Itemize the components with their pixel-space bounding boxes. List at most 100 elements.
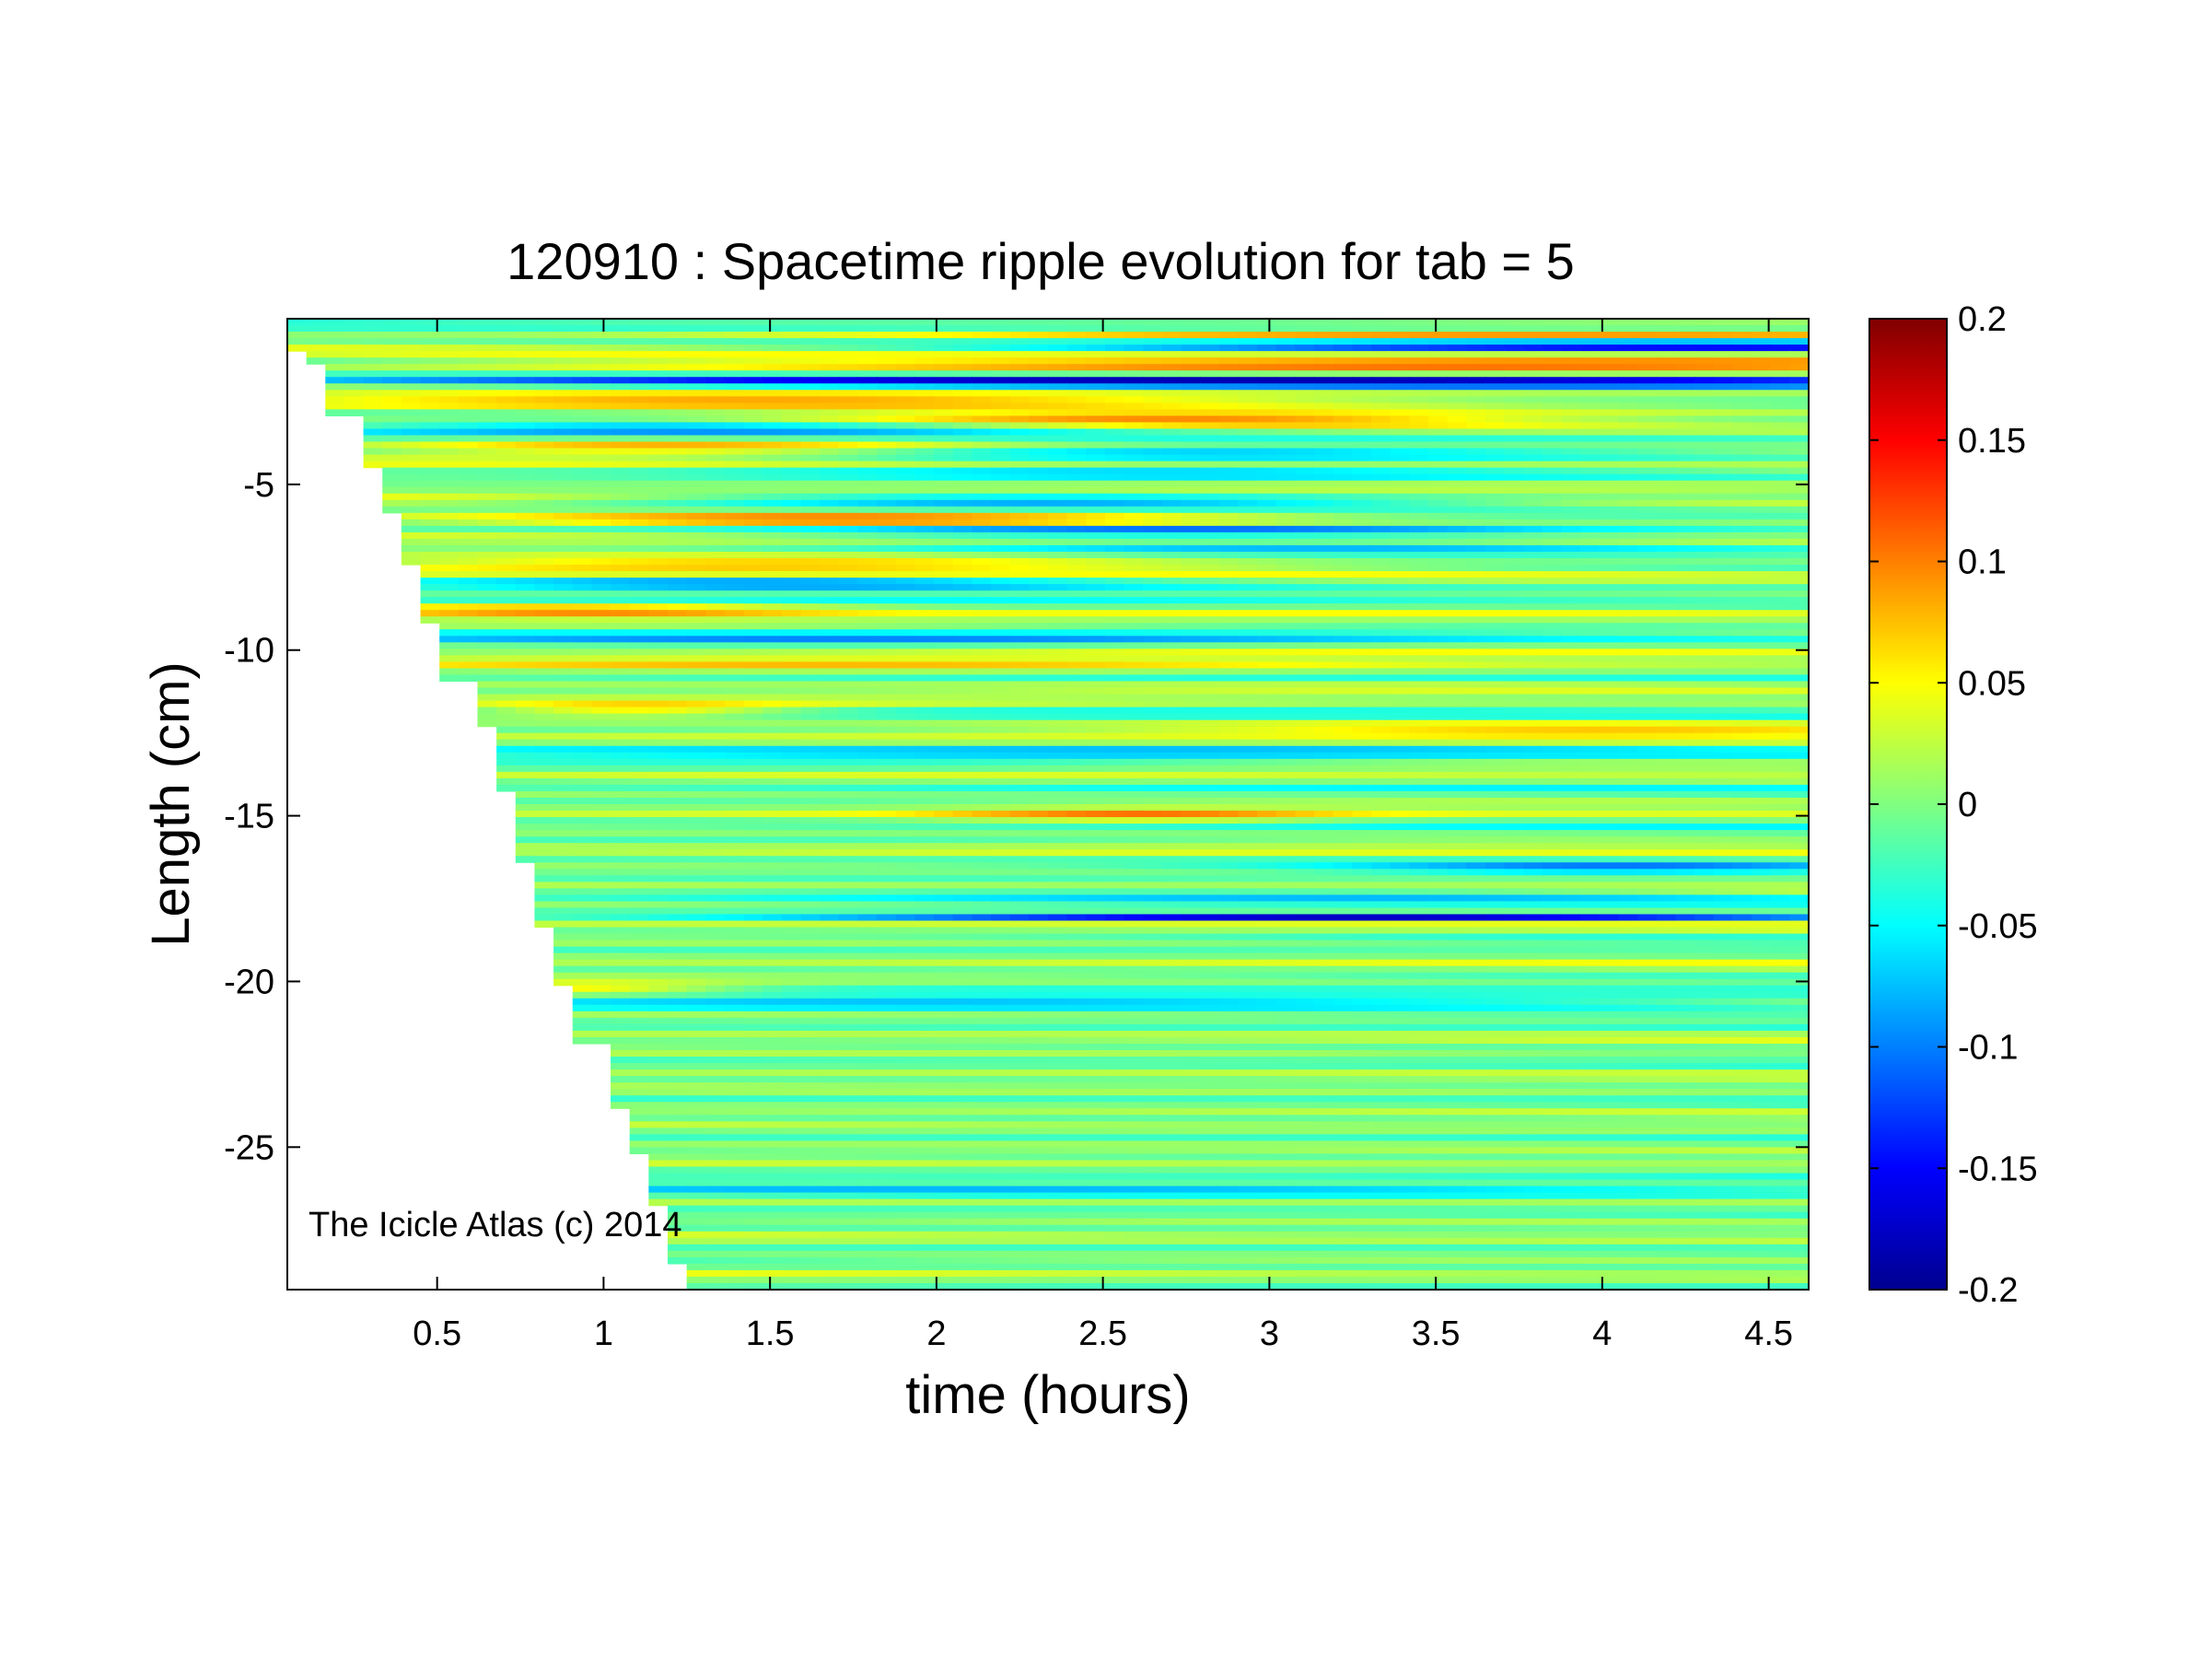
heatmap-cell bbox=[477, 403, 497, 410]
heatmap-cell bbox=[1409, 538, 1429, 546]
heatmap-cell bbox=[629, 726, 649, 734]
heatmap-cell bbox=[1048, 364, 1068, 371]
heatmap-cell bbox=[1352, 486, 1372, 495]
heatmap-cell bbox=[1409, 648, 1429, 656]
heatmap-cell bbox=[972, 551, 992, 559]
heatmap-cell bbox=[1561, 364, 1581, 371]
heatmap-cell bbox=[1275, 377, 1297, 384]
heatmap-cell bbox=[1599, 565, 1620, 572]
heatmap-cell bbox=[534, 364, 554, 371]
heatmap-cell bbox=[363, 383, 383, 391]
heatmap-cell bbox=[572, 325, 592, 333]
heatmap-cell bbox=[1314, 506, 1334, 514]
heatmap-cell bbox=[1086, 486, 1106, 495]
heatmap-cell bbox=[1371, 681, 1391, 689]
heatmap-cell bbox=[1181, 325, 1201, 333]
heatmap-cell bbox=[1009, 551, 1030, 559]
heatmap-cell bbox=[1238, 351, 1258, 358]
heatmap-cell bbox=[1161, 661, 1182, 670]
heatmap-cell bbox=[877, 623, 897, 630]
heatmap-cell bbox=[611, 732, 631, 741]
heatmap-cell bbox=[611, 390, 631, 397]
heatmap-cell bbox=[1542, 364, 1563, 371]
heatmap-cell bbox=[972, 338, 992, 345]
heatmap-cell bbox=[1371, 713, 1391, 721]
heatmap-cell bbox=[1599, 590, 1620, 598]
heatmap-cell bbox=[343, 403, 365, 410]
heatmap-cell bbox=[743, 409, 763, 416]
heatmap-cell bbox=[1561, 745, 1581, 754]
heatmap-cell bbox=[914, 597, 935, 604]
heatmap-cell bbox=[1561, 383, 1581, 391]
heatmap-cell bbox=[629, 707, 649, 715]
heatmap-cell bbox=[1161, 506, 1182, 514]
heatmap-cell bbox=[1143, 532, 1163, 540]
heatmap-cell bbox=[952, 454, 972, 462]
heatmap-cell bbox=[838, 636, 859, 643]
heatmap-cell bbox=[420, 441, 440, 450]
heatmap-cell bbox=[800, 719, 821, 728]
heatmap-cell bbox=[1371, 603, 1391, 611]
heatmap-cell bbox=[1371, 661, 1391, 670]
heatmap-cell bbox=[534, 745, 554, 754]
heatmap-cell bbox=[515, 377, 536, 384]
heatmap-cell bbox=[1713, 525, 1733, 533]
heatmap-cell bbox=[1143, 726, 1163, 734]
heatmap-cell bbox=[1675, 565, 1695, 572]
heatmap-cell bbox=[591, 332, 611, 339]
heatmap-cell bbox=[534, 668, 554, 676]
heatmap-cell bbox=[1161, 383, 1182, 391]
heatmap-cell bbox=[1029, 377, 1049, 384]
heatmap-cell bbox=[1086, 319, 1106, 326]
heatmap-cell bbox=[1789, 461, 1809, 469]
heatmap-cell bbox=[686, 616, 706, 624]
heatmap-cell bbox=[553, 636, 574, 643]
heatmap-cell bbox=[648, 661, 669, 670]
heatmap-cell bbox=[629, 584, 649, 591]
heatmap-cell bbox=[1066, 732, 1087, 741]
heatmap-cell bbox=[515, 584, 536, 591]
heatmap-cell bbox=[1181, 707, 1201, 715]
heatmap-cell bbox=[914, 636, 935, 643]
heatmap-cell bbox=[1314, 377, 1334, 384]
heatmap-cell bbox=[1675, 707, 1695, 715]
heatmap-cell bbox=[1409, 370, 1429, 378]
heatmap-cell bbox=[1504, 467, 1524, 475]
heatmap-cell bbox=[1409, 719, 1429, 728]
heatmap-cell bbox=[1352, 499, 1372, 508]
heatmap-cell bbox=[972, 473, 992, 482]
heatmap-cell bbox=[1104, 512, 1125, 520]
heatmap-cell bbox=[1580, 370, 1601, 378]
heatmap-cell bbox=[1123, 370, 1144, 378]
heatmap-cell bbox=[914, 694, 935, 702]
heatmap-cell bbox=[534, 403, 554, 410]
heatmap-cell bbox=[838, 674, 859, 683]
heatmap-cell bbox=[648, 351, 669, 358]
heatmap-cell bbox=[1542, 648, 1563, 656]
heatmap-cell bbox=[724, 415, 745, 424]
heatmap-cell bbox=[1314, 351, 1334, 358]
heatmap-cell bbox=[1257, 661, 1277, 670]
heatmap-cell bbox=[1732, 732, 1752, 741]
heatmap-cell bbox=[705, 461, 726, 469]
heatmap-cell bbox=[991, 694, 1011, 702]
heatmap-cell bbox=[1675, 681, 1695, 689]
heatmap-cell bbox=[781, 713, 802, 721]
heatmap-cell bbox=[1675, 700, 1695, 708]
heatmap-cell bbox=[1314, 544, 1334, 553]
heatmap-cell bbox=[838, 578, 859, 585]
heatmap-cell bbox=[1066, 383, 1087, 391]
heatmap-cell bbox=[1181, 674, 1201, 683]
heatmap-cell bbox=[1181, 578, 1201, 585]
heatmap-cell bbox=[800, 732, 821, 741]
heatmap-cell bbox=[686, 403, 706, 410]
heatmap-cell bbox=[306, 319, 326, 326]
heatmap-cell bbox=[1390, 719, 1410, 728]
heatmap-cell bbox=[1295, 357, 1315, 365]
heatmap-cell bbox=[1504, 629, 1524, 637]
heatmap-cell bbox=[572, 506, 592, 514]
heatmap-cell bbox=[648, 435, 669, 443]
heatmap-cell bbox=[1314, 499, 1334, 508]
heatmap-cell bbox=[763, 467, 783, 475]
heatmap-cell bbox=[1143, 415, 1163, 424]
